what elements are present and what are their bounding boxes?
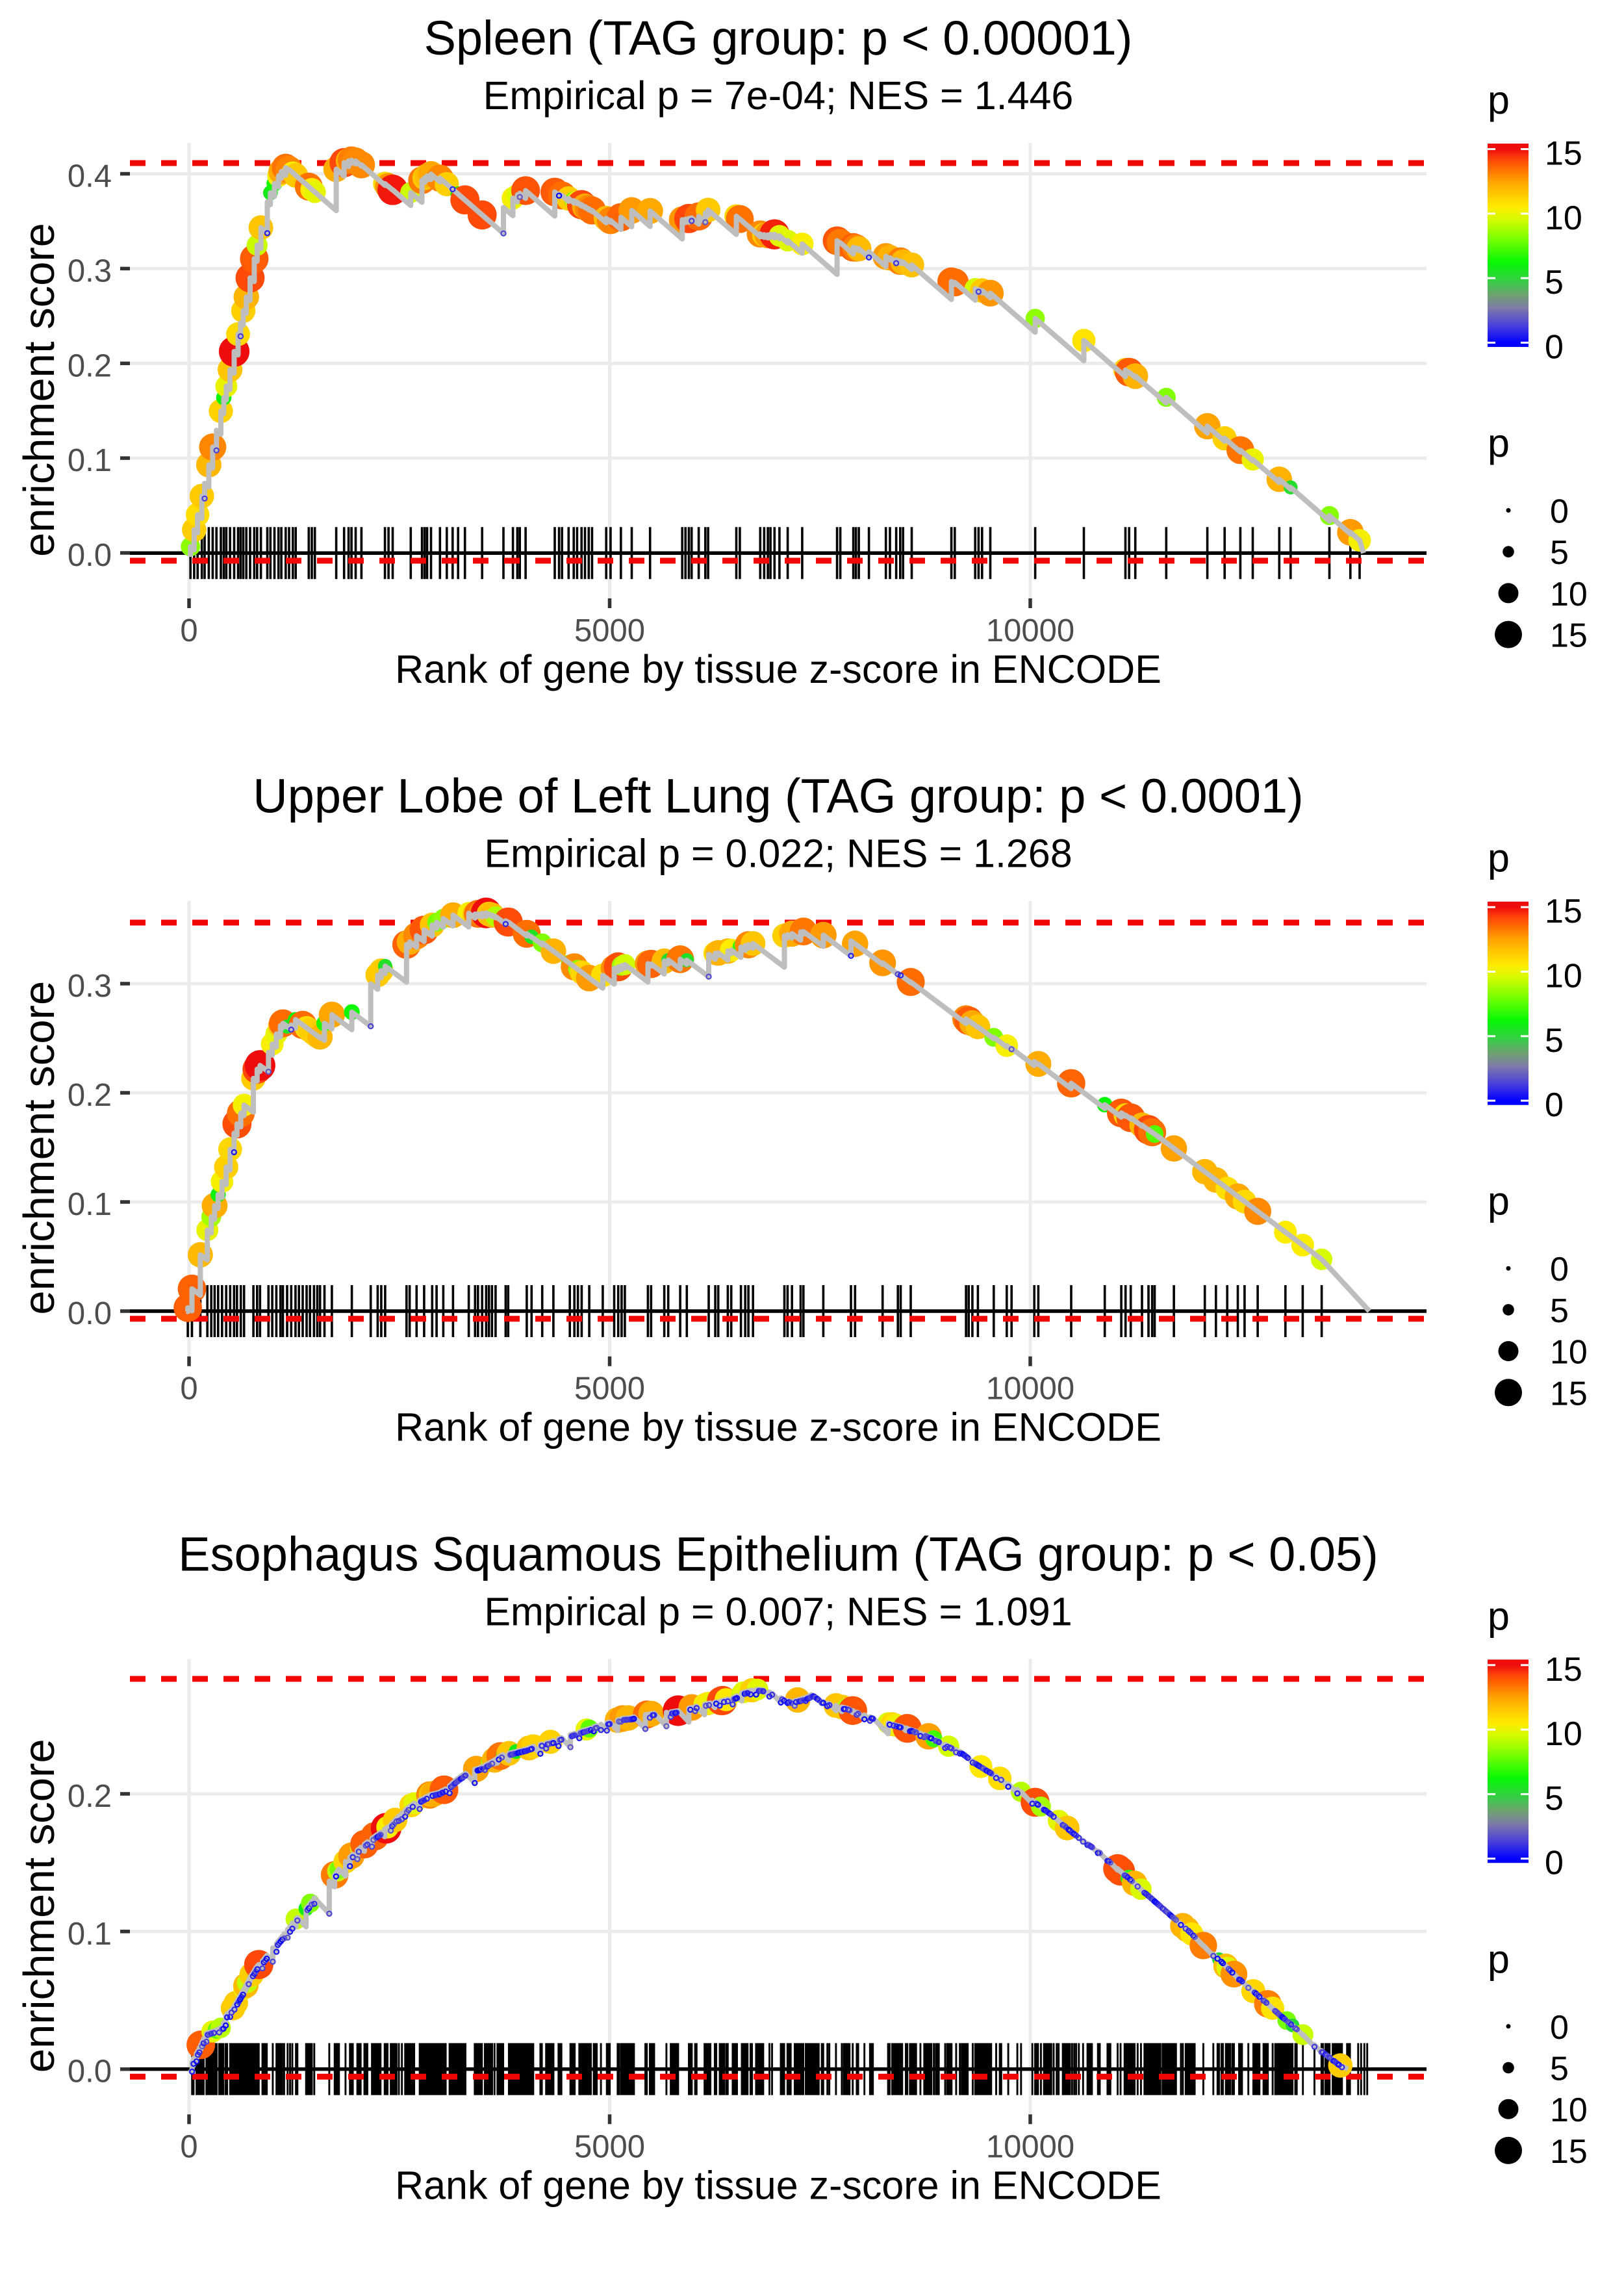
svg-text:0.2: 0.2: [68, 1779, 112, 1814]
svg-text:5: 5: [1545, 1022, 1564, 1060]
svg-text:5: 5: [1545, 1780, 1564, 1817]
svg-text:10: 10: [1550, 1334, 1588, 1372]
svg-text:15: 15: [1550, 617, 1588, 655]
svg-text:p: p: [1488, 1594, 1510, 1638]
svg-text:enrichment score: enrichment score: [15, 981, 64, 1315]
svg-text:p: p: [1488, 78, 1510, 122]
svg-text:0.3: 0.3: [68, 253, 112, 288]
svg-text:0: 0: [1545, 1845, 1564, 1882]
svg-text:0: 0: [180, 2129, 197, 2164]
svg-text:5: 5: [1550, 534, 1569, 572]
svg-text:enrichment score: enrichment score: [15, 1739, 64, 2073]
svg-text:10: 10: [1545, 199, 1582, 237]
svg-text:Empirical p = 7e-04; NES = 1.4: Empirical p = 7e-04; NES = 1.446: [483, 73, 1074, 118]
svg-text:p: p: [1488, 1179, 1510, 1223]
svg-text:0.1: 0.1: [68, 443, 112, 478]
svg-text:10: 10: [1550, 576, 1588, 613]
svg-text:15: 15: [1545, 135, 1582, 173]
svg-text:Empirical p = 0.007; NES = 1.0: Empirical p = 0.007; NES = 1.091: [484, 1589, 1072, 1633]
svg-text:10000: 10000: [986, 613, 1074, 648]
svg-text:enrichment score: enrichment score: [15, 223, 64, 557]
svg-text:0.2: 0.2: [68, 1078, 112, 1113]
svg-text:Esophagus Squamous Epithelium: Esophagus Squamous Epithelium (TAG group…: [178, 1527, 1378, 1581]
svg-text:p: p: [1488, 421, 1510, 465]
svg-text:5: 5: [1550, 1292, 1569, 1330]
svg-text:0.3: 0.3: [68, 969, 112, 1004]
svg-text:5000: 5000: [574, 2129, 645, 2164]
svg-text:0: 0: [1550, 1251, 1569, 1288]
svg-text:Spleen (TAG group: p < 0.00001: Spleen (TAG group: p < 0.00001): [424, 11, 1133, 65]
svg-text:0: 0: [1545, 328, 1564, 366]
svg-text:0.2: 0.2: [68, 348, 112, 383]
svg-text:5000: 5000: [574, 1372, 645, 1407]
svg-text:5: 5: [1545, 264, 1564, 301]
svg-text:10000: 10000: [986, 2129, 1074, 2164]
svg-text:0: 0: [180, 1372, 197, 1407]
svg-text:p: p: [1488, 836, 1510, 880]
svg-text:Rank of gene by tissue z-score: Rank of gene by tissue z-score in ENCODE: [395, 2163, 1161, 2207]
svg-text:15: 15: [1550, 2133, 1588, 2171]
svg-text:0.4: 0.4: [68, 159, 112, 194]
svg-text:0.1: 0.1: [68, 1187, 112, 1222]
svg-text:5000: 5000: [574, 613, 645, 648]
svg-text:Rank of gene by tissue z-score: Rank of gene by tissue z-score in ENCODE: [395, 1405, 1161, 1450]
svg-text:0.0: 0.0: [68, 538, 112, 573]
svg-text:0.0: 0.0: [68, 2054, 112, 2089]
svg-text:10: 10: [1550, 2091, 1588, 2129]
svg-text:Empirical p = 0.022; NES = 1.2: Empirical p = 0.022; NES = 1.268: [484, 832, 1072, 876]
svg-text:15: 15: [1545, 893, 1582, 930]
svg-text:0: 0: [1550, 493, 1569, 531]
svg-text:0.1: 0.1: [68, 1917, 112, 1952]
svg-text:Rank of gene by tissue z-score: Rank of gene by tissue z-score in ENCODE: [395, 647, 1161, 691]
svg-text:10: 10: [1545, 1715, 1582, 1753]
svg-text:0: 0: [180, 613, 197, 648]
svg-text:10: 10: [1545, 958, 1582, 995]
svg-text:0: 0: [1545, 1086, 1564, 1124]
svg-text:15: 15: [1550, 1375, 1588, 1412]
svg-text:Upper Lobe of Left Lung (TAG g: Upper Lobe of Left Lung (TAG group: p < …: [253, 769, 1303, 823]
svg-text:10000: 10000: [986, 1372, 1074, 1407]
svg-text:5: 5: [1550, 2050, 1569, 2088]
svg-text:0.0: 0.0: [68, 1296, 112, 1331]
svg-text:p: p: [1488, 1937, 1510, 1981]
svg-text:15: 15: [1545, 1651, 1582, 1689]
svg-text:0: 0: [1550, 2009, 1569, 2047]
